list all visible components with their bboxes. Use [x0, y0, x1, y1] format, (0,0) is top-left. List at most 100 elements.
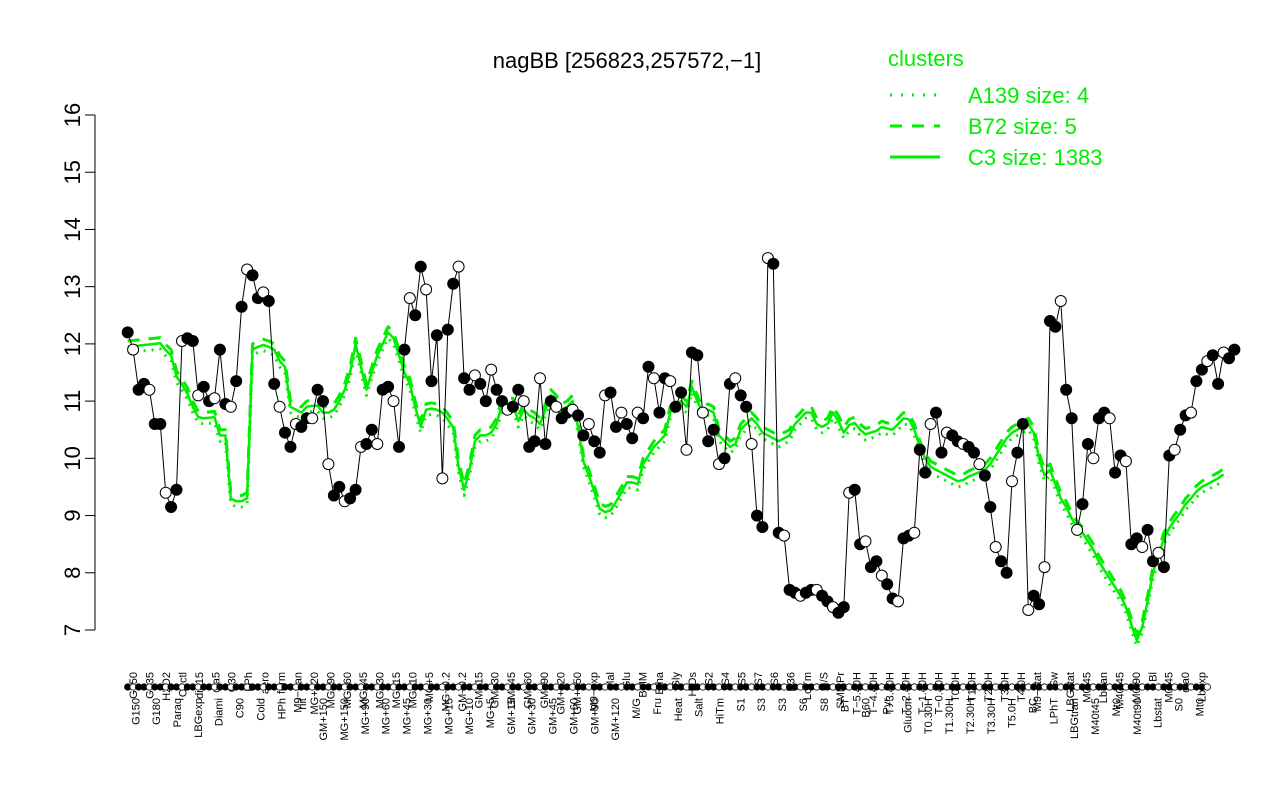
data-point [279, 426, 291, 439]
x-tick-label-upper: MG+60 [342, 672, 354, 708]
data-point [1130, 532, 1143, 545]
data-point [604, 386, 617, 399]
data-point [550, 400, 563, 413]
data-point [859, 535, 872, 548]
data-point [740, 400, 753, 413]
x-tick-label-upper: MG+120 [309, 672, 321, 715]
y-tick-label: 14 [60, 217, 85, 241]
data-point [420, 283, 433, 296]
data-point [479, 395, 492, 408]
x-tick-label-upper: GM+120 [555, 672, 567, 715]
legend-entries: A139 size: 4 B72 size: 5 C3 size: 1383 [890, 83, 1103, 170]
data-point [756, 521, 769, 533]
data-point [908, 526, 921, 539]
data-point [924, 418, 937, 430]
data-point [1103, 412, 1116, 425]
x-tick-label-lower: G150 [130, 698, 142, 725]
data-point [620, 418, 633, 430]
data-point [837, 601, 850, 614]
data-point [1157, 561, 1170, 574]
x-tick-label-lower: B60 [861, 698, 873, 718]
x-tick-label-upper: GM−0.2 [457, 672, 469, 711]
data-point [382, 380, 395, 393]
x-tick-label-lower: Diami [214, 698, 226, 726]
data-point [696, 406, 709, 419]
data-point [1206, 349, 1219, 362]
data-point [170, 483, 183, 496]
x-tick-label-lower: T0.30H [923, 698, 935, 734]
x-tick-label-lower: MG+5 [485, 698, 497, 728]
x-tick-label-lower: S3 [756, 698, 768, 711]
data-point [751, 509, 763, 522]
x-tick-label-lower: MG+150 [339, 698, 351, 741]
data-point [870, 555, 883, 568]
x-tick-label-lower: Glucon [902, 698, 914, 733]
x-tick-label-upper: S7 [753, 672, 765, 685]
data-point [702, 435, 715, 448]
x-tick-label-upper: GM+150 [572, 672, 584, 715]
data-point [1016, 418, 1029, 430]
x-tick-label-upper: LBGstat [1065, 672, 1077, 712]
data-point [881, 578, 894, 591]
y-tick-label: 7 [60, 624, 85, 636]
data-point [327, 489, 340, 502]
data-point [995, 555, 1008, 568]
data-point [1049, 320, 1062, 333]
data-point [197, 380, 210, 393]
x-tick-label-lower: GM+15 [506, 698, 518, 734]
x-tick-label-upper: S5 [736, 672, 748, 685]
x-tick-label-upper: T−4.40H [868, 672, 880, 715]
data-point [387, 395, 400, 408]
y-tick-label: 16 [60, 103, 85, 127]
x-tick-label-lower: GM+150 [318, 698, 330, 741]
data-point [517, 395, 530, 408]
x-tick-label-lower: M40t45 [1090, 698, 1102, 735]
x-tick-label-upper: MG+30 [375, 672, 387, 708]
data-point [848, 483, 861, 496]
data-point [653, 406, 666, 419]
data-point [582, 418, 595, 430]
data-point [919, 466, 932, 479]
y-tick-label: 13 [60, 274, 85, 298]
legend: clusters A139 size: 4 B72 size: 5 C3 size:… [888, 46, 1103, 170]
x-tick-label-lower: LBGexp [193, 698, 205, 738]
x-tick-label-upper: Sw [1049, 672, 1061, 687]
x-tick-label-upper: MG+45 [358, 672, 370, 708]
data-point [935, 446, 948, 459]
x-tick-label-lower: S3 [777, 698, 789, 711]
x-tick-label-lower: S1 [735, 698, 747, 711]
y-tick-label: 11 [60, 390, 85, 413]
data-point [691, 349, 704, 362]
x-tick-label-upper: M9−exp [588, 672, 600, 711]
data-point [1228, 343, 1241, 356]
x-tick-label-lower: GM+45 [548, 698, 560, 734]
x-tick-label-lower: Paraq [172, 698, 184, 727]
data-point [647, 372, 660, 385]
data-point [1081, 438, 1094, 450]
data-point [414, 260, 427, 273]
x-tick-label-upper: M9−stat [1032, 672, 1044, 711]
x-tick-label-lower: S6 [798, 698, 810, 711]
data-point [1060, 383, 1073, 396]
data-point [577, 429, 590, 442]
data-point [680, 443, 693, 456]
x-tick-label-lower: T2.30H [965, 698, 977, 734]
data-point [121, 326, 134, 339]
x-tick-label-lower: T5.0H [1007, 698, 1019, 728]
data-point [186, 335, 199, 347]
x-tick-label-lower: Cold [255, 698, 267, 721]
x-tick-label-lower: G180 [151, 698, 163, 725]
data-point [539, 438, 552, 450]
data-point [403, 292, 416, 305]
data-point [430, 329, 443, 342]
data-point [154, 418, 167, 430]
x-tick-label-upper: S6 [769, 672, 781, 685]
data-point [973, 458, 986, 471]
data-point [1065, 412, 1078, 425]
x-tick-label-lower: Mt0 [1194, 698, 1206, 716]
data-point [474, 377, 487, 390]
data-point [360, 438, 373, 450]
x-tick-label-lower: LBGtran [1069, 698, 1081, 739]
data-point [436, 472, 449, 485]
